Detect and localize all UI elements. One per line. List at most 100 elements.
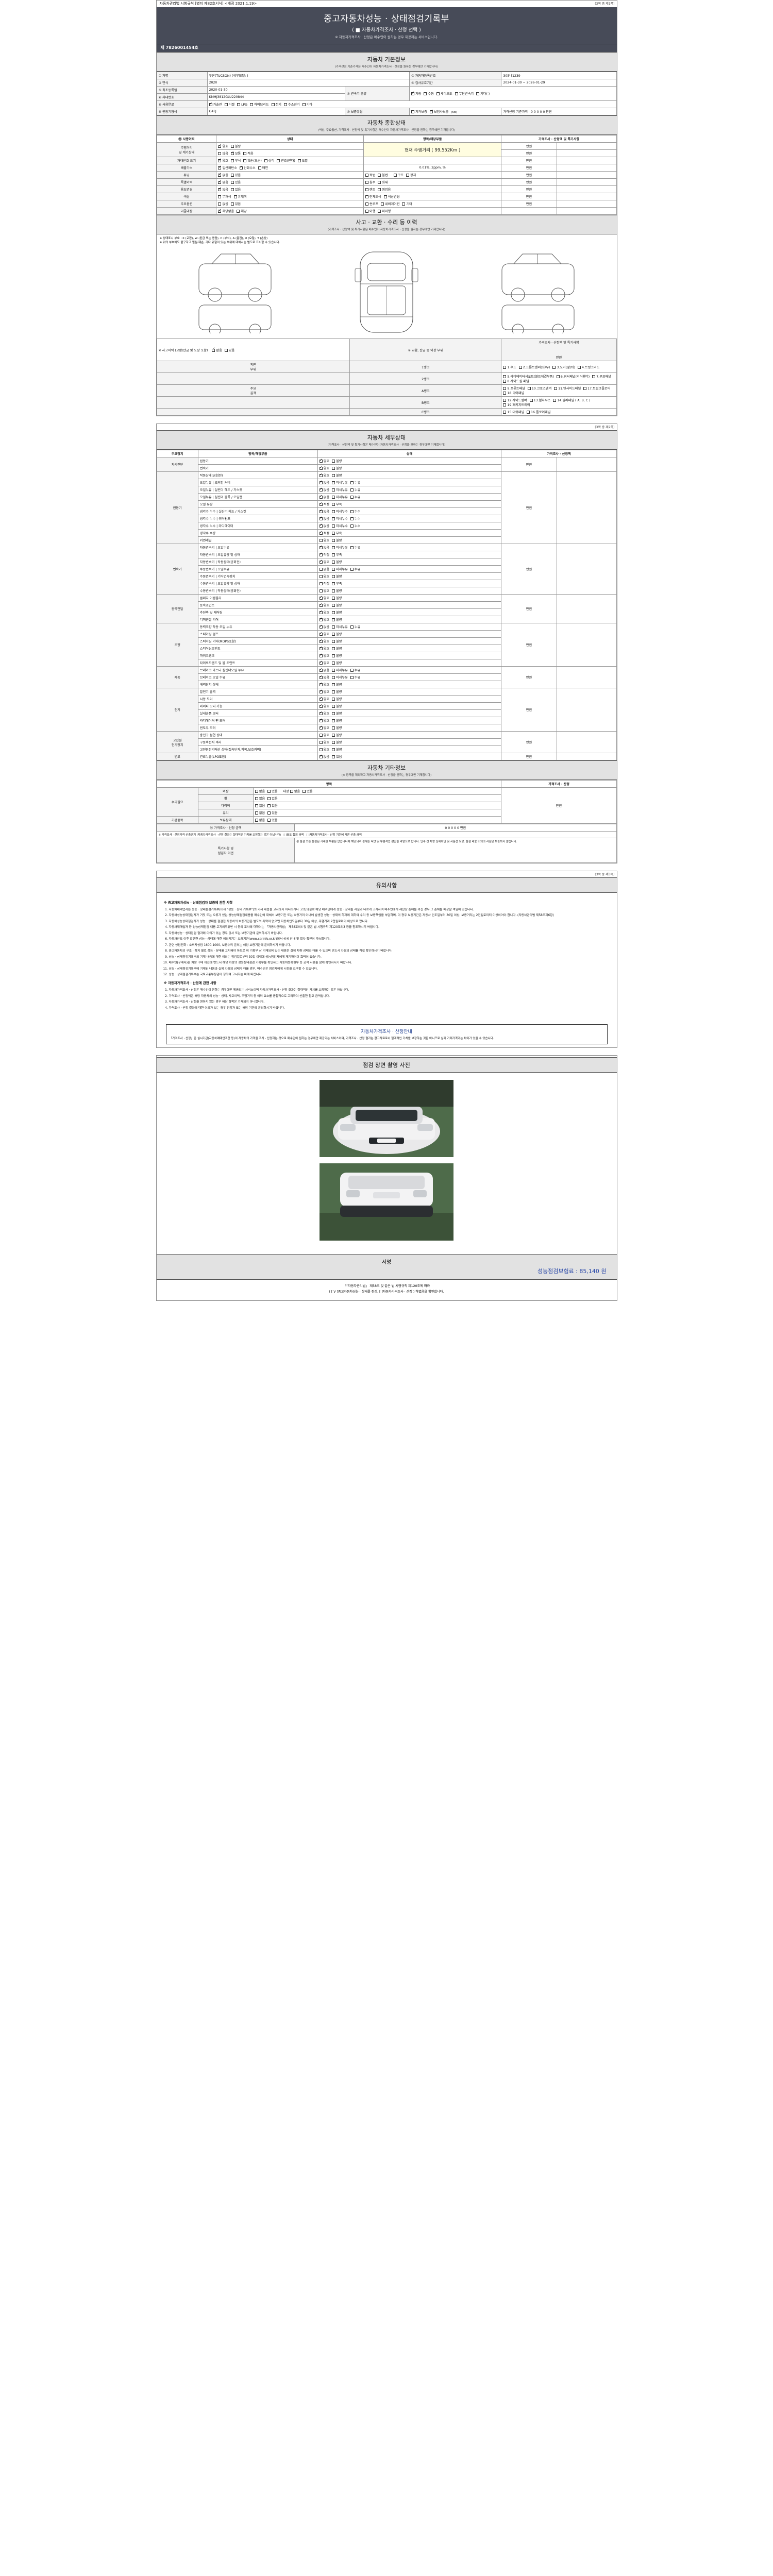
detail-state-option[interactable]: 없음 [319,516,329,521]
detail-state-option[interactable]: 불량 [332,740,342,744]
checkbox-icon[interactable] [578,365,581,369]
checkbox-icon[interactable] [455,92,458,95]
checkbox-icon[interactable] [332,597,335,600]
detail-state-option[interactable]: 누유 [350,668,360,672]
other-state-option[interactable]: 있음 [267,789,278,793]
frame-part-option[interactable]: 18.리어패널 [503,391,524,395]
checkbox-icon[interactable] [332,496,335,499]
detail-state-option[interactable]: 불량 [332,588,342,593]
checkbox-icon[interactable] [554,387,558,390]
checkbox-icon[interactable] [583,387,587,390]
checkbox-icon[interactable] [230,151,234,155]
checkbox-icon[interactable] [332,460,335,463]
checkbox-icon[interactable] [350,669,354,672]
state-option[interactable]: 장치 [406,173,416,177]
checkbox-icon[interactable] [332,633,335,636]
checkbox-icon[interactable] [350,517,354,520]
checkbox-icon[interactable] [429,109,433,113]
state-option[interactable]: 무채색 [218,194,231,199]
checkbox-icon[interactable] [230,145,234,148]
checkbox-icon[interactable] [424,92,427,95]
detail-state-option[interactable]: 불량 [332,538,342,543]
checkbox-icon[interactable] [592,375,596,378]
state-option[interactable]: 일산화탄소 [218,165,237,170]
detail-state-option[interactable]: 양호 [319,617,329,622]
checkbox-icon[interactable] [319,596,323,600]
checkbox-icon[interactable] [378,174,381,177]
state-option[interactable]: 양호 [218,144,228,148]
fuel-option[interactable]: 가솔린 [209,102,222,107]
state-option[interactable]: 훼손(오손) [243,158,262,163]
frame-part-option[interactable]: 5.라디에이터서포트(볼트체결부품) [503,374,554,379]
detail-state-option[interactable]: 미세누수 [332,509,348,514]
state-option[interactable]: 없음 [218,173,228,177]
detail-state-option[interactable]: 불량 [332,733,342,737]
checkbox-icon[interactable] [332,467,335,470]
checkbox-icon[interactable] [393,174,397,177]
checkbox-icon[interactable] [436,92,440,95]
accident-option[interactable]: 없음 [212,347,222,352]
detail-state-option[interactable]: 양호 [319,466,329,470]
detail-state-option[interactable]: 불량 [332,697,342,701]
checkbox-icon[interactable] [365,181,368,184]
checkbox-icon[interactable] [332,503,335,506]
checkbox-icon[interactable] [365,202,368,206]
detail-state-option[interactable]: 불량 [332,610,342,615]
other-state-option[interactable]: 있음 [267,796,278,801]
other-state-option[interactable]: 없음 [290,789,300,793]
checkbox-icon[interactable] [411,91,414,95]
state-option[interactable]: 변조(변타) [277,158,295,163]
checkbox-icon[interactable] [218,165,222,170]
detail-state-option[interactable]: 불량 [332,660,342,665]
detail-state-option[interactable]: 양호 [319,632,329,636]
detail-state-option[interactable]: 누유 [350,487,360,492]
frame-part-option[interactable]: 14.필러패널 ( A, B, C ) [553,398,590,402]
checkbox-icon[interactable] [255,797,258,800]
checkbox-icon[interactable] [332,662,335,665]
transmission-option[interactable]: 자동 [411,91,421,96]
detail-state-option[interactable]: 누수 [350,516,360,521]
checkbox-icon[interactable] [218,202,222,206]
checkbox-icon[interactable] [319,575,323,578]
other-state-option[interactable]: 있음 [267,803,278,808]
detail-state-option[interactable]: 부족 [332,552,342,557]
checkbox-icon[interactable] [230,174,234,177]
other-state-option[interactable]: 없음 [255,796,265,801]
detail-state-option[interactable]: 누수 [350,509,360,514]
warranty-option[interactable]: 자가보증 [411,109,427,114]
checkbox-icon[interactable] [319,675,323,679]
checkbox-icon[interactable] [365,188,368,191]
vehicle-photo-front[interactable] [320,1080,453,1158]
state-option[interactable]: 탄화수소 [239,165,256,170]
checkbox-icon[interactable] [350,625,354,629]
checkbox-icon[interactable] [380,202,384,206]
checkbox-icon[interactable] [319,480,323,484]
checkbox-icon[interactable] [556,375,560,378]
fuel-option[interactable]: 디젤 [224,102,234,107]
detail-state-option[interactable]: 미세누유 [332,495,348,499]
detail-state-option[interactable]: 부족 [332,531,342,535]
frame-part-option[interactable]: 6.쿼터패널(리어휀더) [556,374,590,379]
checkbox-icon[interactable] [319,552,323,556]
checkbox-icon[interactable] [332,604,335,607]
checkbox-icon[interactable] [319,734,323,737]
detail-state-option[interactable]: 누유 [350,675,360,680]
checkbox-icon[interactable] [332,611,335,614]
checkbox-icon[interactable] [350,496,354,499]
detail-state-option[interactable]: 양호 [319,697,329,701]
checkbox-icon[interactable] [218,195,222,198]
state-option[interactable]: 불량 [230,144,241,148]
fuel-option[interactable]: 하이브리드 [250,102,269,107]
state-option[interactable]: 렌트 [365,187,375,192]
checkbox-icon[interactable] [212,347,215,352]
checkbox-icon[interactable] [350,546,354,549]
checkbox-icon[interactable] [319,545,323,549]
detail-state-option[interactable]: 양호 [319,610,329,615]
detail-state-option[interactable]: 양호 [319,538,329,543]
checkbox-icon[interactable] [243,152,247,155]
checkbox-icon[interactable] [319,668,323,672]
detail-state-option[interactable]: 양호 [319,639,329,643]
checkbox-icon[interactable] [332,647,335,650]
checkbox-icon[interactable] [319,560,323,564]
checkbox-icon[interactable] [332,726,335,730]
